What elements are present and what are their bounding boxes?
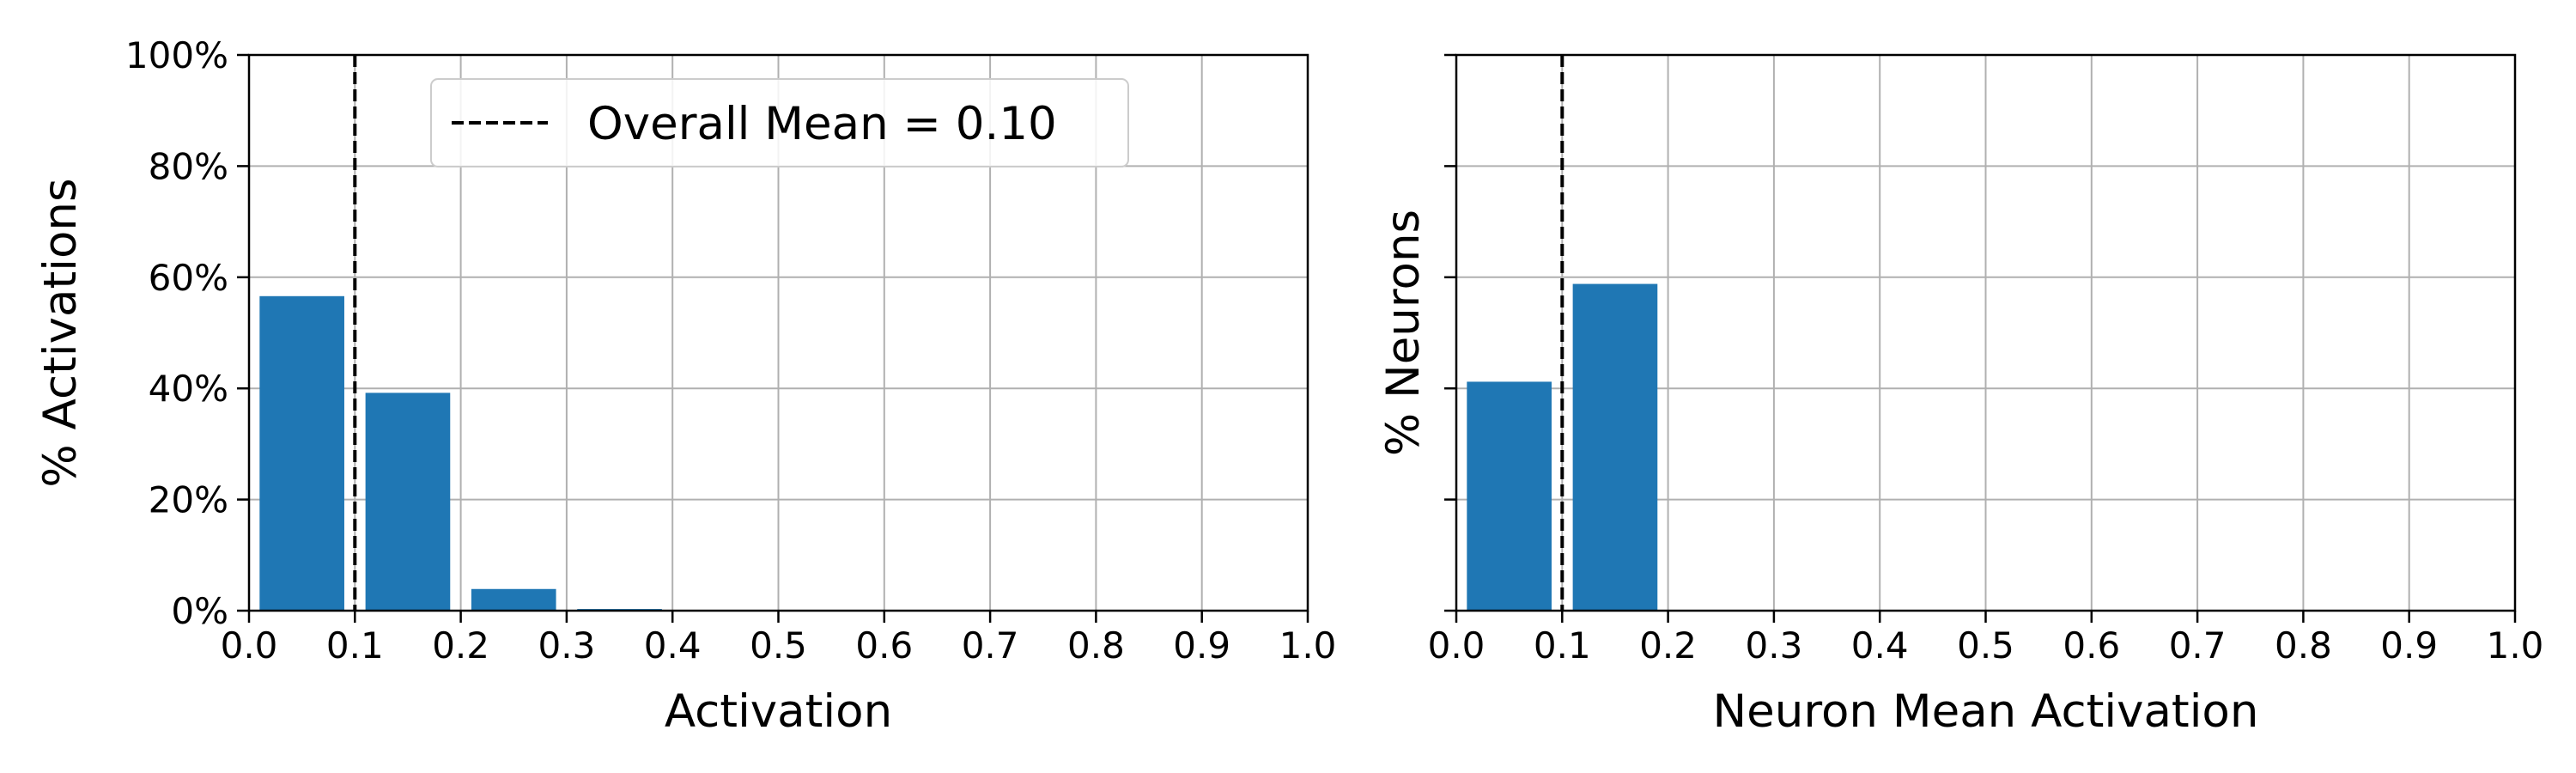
y-tick-label: 40% bbox=[149, 368, 228, 410]
legend-box bbox=[430, 78, 1129, 167]
bar bbox=[259, 295, 344, 611]
x-tick-label: 0.4 bbox=[644, 624, 702, 666]
bars bbox=[259, 295, 662, 611]
neuron-mean-histogram-panel: 0.0 0.1 0.2 0.3 0.4 0.5 0.6 0.7 0.8 0.9 1.0 Neuron… bbox=[1377, 53, 2544, 738]
x-tick-label: 0.6 bbox=[2063, 624, 2120, 666]
x-tick-label: 0.2 bbox=[1639, 624, 1697, 666]
y-tick-label: 80% bbox=[149, 145, 228, 187]
bar bbox=[1572, 283, 1658, 611]
x-tick-label: 0.4 bbox=[1851, 624, 1909, 666]
legend-label: Overall Mean = 0.10 bbox=[587, 98, 1057, 150]
legend: Overall Mean = 0.10 bbox=[430, 78, 1129, 167]
x-tick-label: 0.1 bbox=[326, 624, 384, 666]
x-tick-label: 0.3 bbox=[1746, 624, 1803, 666]
x-tick-label: 0.6 bbox=[855, 624, 913, 666]
x-tick-label: 0.0 bbox=[1428, 624, 1485, 666]
x-ticks: 0.0 0.1 0.2 0.3 0.4 0.5 0.6 0.7 0.8 0.9 1.0 bbox=[221, 611, 1337, 666]
bars bbox=[1467, 283, 1658, 611]
x-tick-label: 0.8 bbox=[1067, 624, 1125, 666]
x-ticks: 0.0 0.1 0.2 0.3 0.4 0.5 0.6 0.7 0.8 0.9 1.0 bbox=[1428, 611, 2544, 666]
x-tick-label: 0.9 bbox=[1173, 624, 1230, 666]
x-tick-label: 0.2 bbox=[432, 624, 489, 666]
x-tick-label: 0.9 bbox=[2380, 624, 2438, 666]
y-tick-label: 60% bbox=[149, 257, 228, 299]
y-tick-label: 0% bbox=[171, 590, 228, 632]
x-tick-label: 0.5 bbox=[1957, 624, 2014, 666]
bar bbox=[365, 393, 451, 611]
x-tick-label: 1.0 bbox=[1279, 624, 1337, 666]
x-axis-label: Neuron Mean Activation bbox=[1713, 685, 2259, 738]
y-tick-label: 20% bbox=[149, 479, 228, 521]
x-tick-label: 0.0 bbox=[221, 624, 278, 666]
x-tick-label: 0.5 bbox=[750, 624, 807, 666]
x-tick-label: 0.7 bbox=[962, 624, 1019, 666]
activation-histogram-panel: 0.0 0.1 0.2 0.3 0.4 0.5 0.6 0.7 0.8 0.9 1.0 0% 20% 4… bbox=[34, 34, 1336, 738]
x-tick-label: 0.3 bbox=[538, 624, 596, 666]
bar bbox=[471, 588, 556, 611]
x-tick-label: 1.0 bbox=[2487, 624, 2544, 666]
x-tick-label: 0.1 bbox=[1534, 624, 1591, 666]
y-tick-label: 100% bbox=[125, 34, 228, 76]
x-tick-label: 0.8 bbox=[2275, 624, 2332, 666]
y-axis-label: % Activations bbox=[34, 178, 87, 487]
x-tick-label: 0.7 bbox=[2169, 624, 2227, 666]
bar bbox=[1467, 381, 1552, 611]
x-axis-label: Activation bbox=[665, 685, 892, 738]
y-axis-label: % Neurons bbox=[1377, 210, 1430, 456]
y-ticks: 0% 20% 40% 60% 80% 100% bbox=[125, 34, 249, 632]
y-ticks bbox=[1444, 53, 1456, 612]
